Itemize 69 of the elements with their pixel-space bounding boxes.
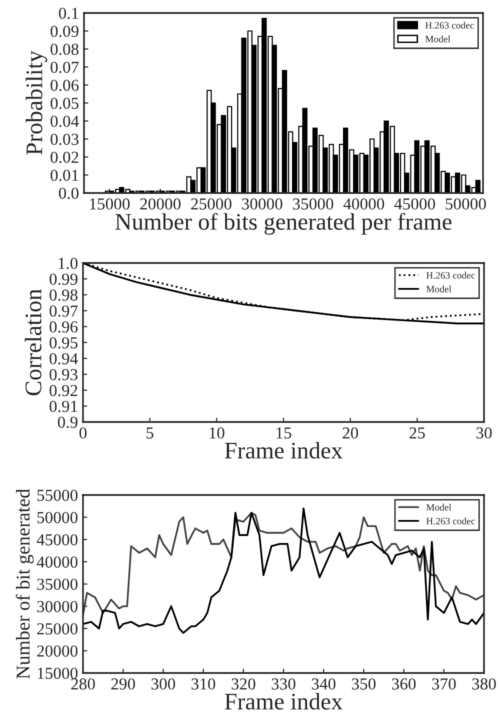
x-tick-label: 310 [192,678,216,690]
x-tick-label: 360 [392,678,416,690]
x-tick-label: 30000 [242,198,282,210]
y-tick-label: 15000 [38,668,78,679]
legend-label: H.263 codec [426,272,475,279]
y-tick-label: 0.07 [50,62,79,74]
y-tick-label: 0.97 [50,305,78,317]
legend-label: Model [426,286,452,292]
y-tick-label: 45000 [36,534,78,546]
x-tick-label: 300 [151,678,176,690]
x-tick-label: 20000 [140,198,181,210]
y-tick-label: 0.02 [50,152,78,164]
y-tick-label: 0.98 [50,290,78,301]
x-tick-label: 340 [312,678,336,690]
y-tick-label: 35000 [37,578,78,590]
legend-label: H.263 codec [425,22,474,29]
y-tick-label: 0.95 [50,337,78,349]
y-tick-label: 0.99 [50,274,78,285]
y-tick-label: 0.06 [50,80,79,92]
x-tick-label: 370 [432,678,456,690]
x-tick-label: 15000 [90,198,130,210]
x-tick-label: 380 [472,678,496,690]
y-tick-label: 0.96 [50,321,78,333]
x-tick-label: 320 [232,678,256,690]
y-tick-label: 0.05 [50,98,78,110]
x-tick-label: 350 [352,678,376,690]
x-tick-label: 15 [276,427,292,439]
x-tick-label: 25000 [191,198,232,210]
x-axis-title: Frame index [224,692,343,710]
y-tick-label: 0.92 [50,384,78,396]
y-tick-label: 0.1 [58,8,78,20]
x-tick-label: 40000 [343,198,384,210]
x-axis-title: Frame index [224,442,343,459]
x-tick-label: 10 [210,427,224,439]
x-tick-label: 330 [272,678,296,690]
y-tick-label: 0.0 [58,188,79,200]
y-axis-title: Number of bit generated [16,488,34,679]
x-tick-label: 20 [342,427,358,439]
x-tick-label: 30 [476,427,492,439]
y-tick-label: 0.91 [50,400,78,412]
y-tick-label: 30000 [37,600,78,612]
x-tick-label: 290 [111,678,135,690]
legend-label: H.263 codec [426,518,475,524]
y-tick-label: 40000 [36,556,78,568]
y-tick-label: 0.9 [58,416,78,428]
x-tick-label: 280 [71,678,95,690]
x-tick-label: 35000 [292,198,334,210]
y-axis-title: Probability [26,50,48,155]
y-axis-title: Correlation [24,289,42,396]
legend-label: Model [426,504,452,511]
y-tick-label: 20000 [37,645,78,657]
x-tick-label: 45000 [394,198,435,210]
y-tick-label: 0.03 [50,134,78,146]
y-tick-label: 55000 [37,490,78,501]
x-tick-label: 50000 [446,198,486,210]
legend-label: Model [425,36,450,42]
y-tick-label: 0.08 [50,44,79,56]
x-tick-label: 25 [410,427,425,439]
y-tick-label: 0.01 [50,170,78,182]
y-tick-label: 1.0 [58,258,78,270]
y-tick-label: 0.93 [50,369,78,380]
y-tick-label: 0.09 [50,26,78,38]
y-tick-label: 25000 [37,623,78,634]
x-axis-title: Number of bits generated per frame [115,212,452,235]
y-tick-label: 0.04 [50,116,79,128]
y-tick-label: 0.94 [50,353,78,364]
x-tick-label: 0 [79,427,87,439]
y-tick-label: 50000 [37,512,78,524]
x-tick-label: 5 [146,428,154,439]
